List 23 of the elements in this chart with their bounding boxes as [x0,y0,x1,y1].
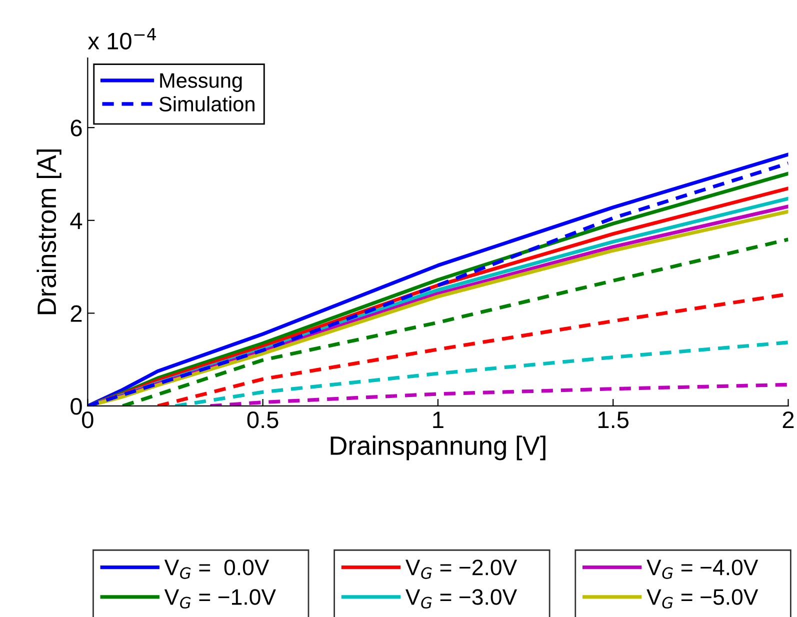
x-tick-label: 0.5 [247,411,278,428]
x-tick-label: 1 [433,412,444,428]
legend-label: V$_{G}$ = −4.0V [646,560,758,579]
legend-label: V$_{G}$ = −2.0V [406,560,518,579]
y-tick-label: 2 [70,305,82,322]
legend-label: V$_{G}$ = 0.0V [164,560,270,579]
line-series [208,382,788,406]
y-tick-label: 4 [70,212,82,229]
line-series [120,238,788,406]
x-tick-label: 0 [82,411,94,428]
x-axis-title: Drainspannung [V] [330,436,546,460]
annotation: Messung [160,73,242,92]
y-axis-title: Drainstrom [A] [36,150,62,314]
x-tick-label: 1.5 [598,412,629,428]
line-series [173,340,788,406]
y-tick-label: 0 [70,398,82,415]
legend-label: V$_{G}$ = −1.0V [164,589,276,609]
legend-label: V$_{G}$ = −5.0V [646,589,758,609]
legend-label: Simulation [159,96,254,112]
x-tick-label: 2 [782,411,794,428]
text: x 10$^{−4}$ [88,28,156,50]
y-tick-label: 6 [70,120,82,136]
legend-label: V$_{G}$ = −3.0V [406,589,518,609]
